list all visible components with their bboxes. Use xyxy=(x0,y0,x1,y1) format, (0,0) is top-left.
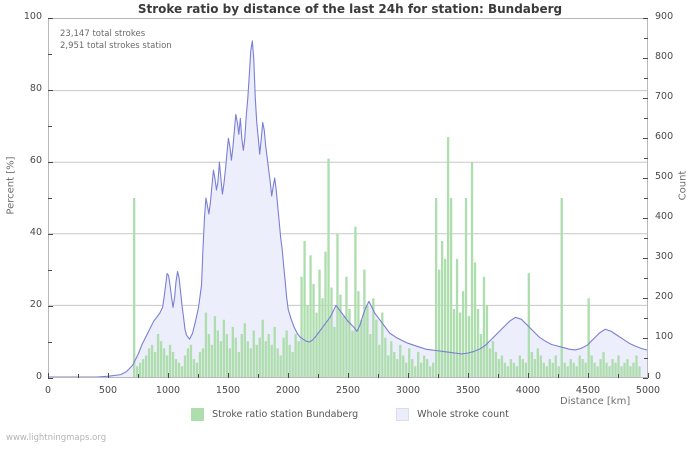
annotation-total-strokes: 23,147 total strokes xyxy=(60,29,146,39)
y-right-tick-800: 800 xyxy=(655,51,674,62)
y-right-tick-700: 700 xyxy=(655,91,674,102)
chart-legend: Stroke ratio station Bundaberg Whole str… xyxy=(0,408,700,421)
x-axis-label: Distance [km] xyxy=(560,396,631,407)
x-tickmark-2000 xyxy=(288,373,289,378)
y-left-tickmark-40 xyxy=(48,234,53,235)
annotation-box: 23,147 total strokes 2,951 total strokes… xyxy=(60,28,172,52)
y-right-minor-tick-750 xyxy=(644,78,648,79)
y-right-tickmark-800 xyxy=(643,58,648,59)
y-right-tick-600: 600 xyxy=(655,131,674,142)
y-left-tickmark-80 xyxy=(48,90,53,91)
y-left-tickmark-60 xyxy=(48,162,53,163)
y-right-tickmark-200 xyxy=(643,298,648,299)
x-tick-3500: 3500 xyxy=(455,385,481,396)
y-right-minor-tick-550 xyxy=(644,158,648,159)
x-tickmark-500 xyxy=(108,373,109,378)
y-right-tick-500: 500 xyxy=(655,171,674,182)
x-tick-4500: 4500 xyxy=(575,385,601,396)
x-tickmark-4500 xyxy=(588,373,589,378)
x-tickmark-3500 xyxy=(468,373,469,378)
x-minor-tick-3750 xyxy=(498,374,499,378)
plot-area xyxy=(48,18,648,378)
y-right-tickmark-0 xyxy=(643,378,648,379)
y-right-tick-0: 0 xyxy=(655,371,662,382)
chart-title: Stroke ratio by distance of the last 24h… xyxy=(137,2,563,16)
x-tick-3000: 3000 xyxy=(395,385,421,396)
legend-swatch-area xyxy=(396,408,410,421)
y-right-tick-900: 900 xyxy=(655,11,674,22)
x-minor-tick-750 xyxy=(138,374,139,378)
y-left-tick-60: 60 xyxy=(29,155,42,166)
y-left-minor-tick-70 xyxy=(48,126,52,127)
y-left-tickmark-20 xyxy=(48,306,53,307)
y-left-minor-tick-90 xyxy=(48,54,52,55)
x-tick-5000: 5000 xyxy=(635,385,661,396)
y-left-minor-tick-50 xyxy=(48,198,52,199)
y-right-tickmark-900 xyxy=(643,18,648,19)
y-right-minor-tick-650 xyxy=(644,118,648,119)
x-minor-tick-4750 xyxy=(618,374,619,378)
plot-svg xyxy=(49,40,647,377)
x-minor-tick-4250 xyxy=(558,374,559,378)
x-tickmark-0 xyxy=(48,373,49,378)
x-minor-tick-1250 xyxy=(198,374,199,378)
x-tick-2500: 2500 xyxy=(335,385,361,396)
y-right-minor-tick-50 xyxy=(644,358,648,359)
y-right-tickmark-300 xyxy=(643,258,648,259)
x-tick-4000: 4000 xyxy=(515,385,541,396)
x-tick-1500: 1500 xyxy=(215,385,241,396)
legend-label-area: Whole stroke count xyxy=(417,409,509,420)
x-minor-tick-2250 xyxy=(318,374,319,378)
y-right-minor-tick-350 xyxy=(644,238,648,239)
legend-swatch-bar xyxy=(191,408,205,421)
x-tick-500: 500 xyxy=(98,385,118,396)
y-left-tick-100: 100 xyxy=(23,11,42,22)
x-tickmark-2500 xyxy=(348,373,349,378)
y-left-tick-0: 0 xyxy=(35,371,42,382)
y-left-minor-tick-30 xyxy=(48,270,52,271)
y-right-tickmark-100 xyxy=(643,338,648,339)
y-left-minor-tick-10 xyxy=(48,342,52,343)
site-footer: www.lightningmaps.org xyxy=(6,433,107,443)
x-tickmark-1000 xyxy=(168,373,169,378)
y-right-tickmark-600 xyxy=(643,138,648,139)
x-minor-tick-250 xyxy=(78,374,79,378)
y-left-tickmark-100 xyxy=(48,18,53,19)
y-right-tick-100: 100 xyxy=(655,331,674,342)
x-tick-2000: 2000 xyxy=(275,385,301,396)
y-left-tick-80: 80 xyxy=(29,83,42,94)
x-minor-tick-1750 xyxy=(258,374,259,378)
y-left-tick-20: 20 xyxy=(29,299,42,310)
x-tickmark-5000 xyxy=(648,373,649,378)
annotation-total-strokes-station: 2,951 total strokes station xyxy=(60,41,172,51)
legend-label-bar: Stroke ratio station Bundaberg xyxy=(212,409,359,420)
x-tick-1000: 1000 xyxy=(155,385,181,396)
y-right-tick-400: 400 xyxy=(655,211,674,222)
x-tickmark-3000 xyxy=(408,373,409,378)
y-right-minor-tick-450 xyxy=(644,198,648,199)
y-right-tickmark-400 xyxy=(643,218,648,219)
y-right-tickmark-700 xyxy=(643,98,648,99)
x-minor-tick-3250 xyxy=(438,374,439,378)
legend-item-stroke-ratio: Stroke ratio station Bundaberg xyxy=(191,408,358,421)
y-right-tick-200: 200 xyxy=(655,291,674,302)
y-right-minor-tick-250 xyxy=(644,278,648,279)
y-axis-right-label: Count xyxy=(677,170,689,201)
x-tickmark-4000 xyxy=(528,373,529,378)
legend-item-whole-stroke-count: Whole stroke count xyxy=(396,408,509,421)
x-minor-tick-2750 xyxy=(378,374,379,378)
y-left-tick-40: 40 xyxy=(29,227,42,238)
x-tick-0: 0 xyxy=(44,385,52,396)
x-tickmark-1500 xyxy=(228,373,229,378)
y-right-minor-tick-850 xyxy=(644,38,648,39)
y-right-minor-tick-150 xyxy=(644,318,648,319)
y-right-tickmark-500 xyxy=(643,178,648,179)
y-left-tickmark-0 xyxy=(48,378,53,379)
y-right-tick-300: 300 xyxy=(655,251,674,262)
